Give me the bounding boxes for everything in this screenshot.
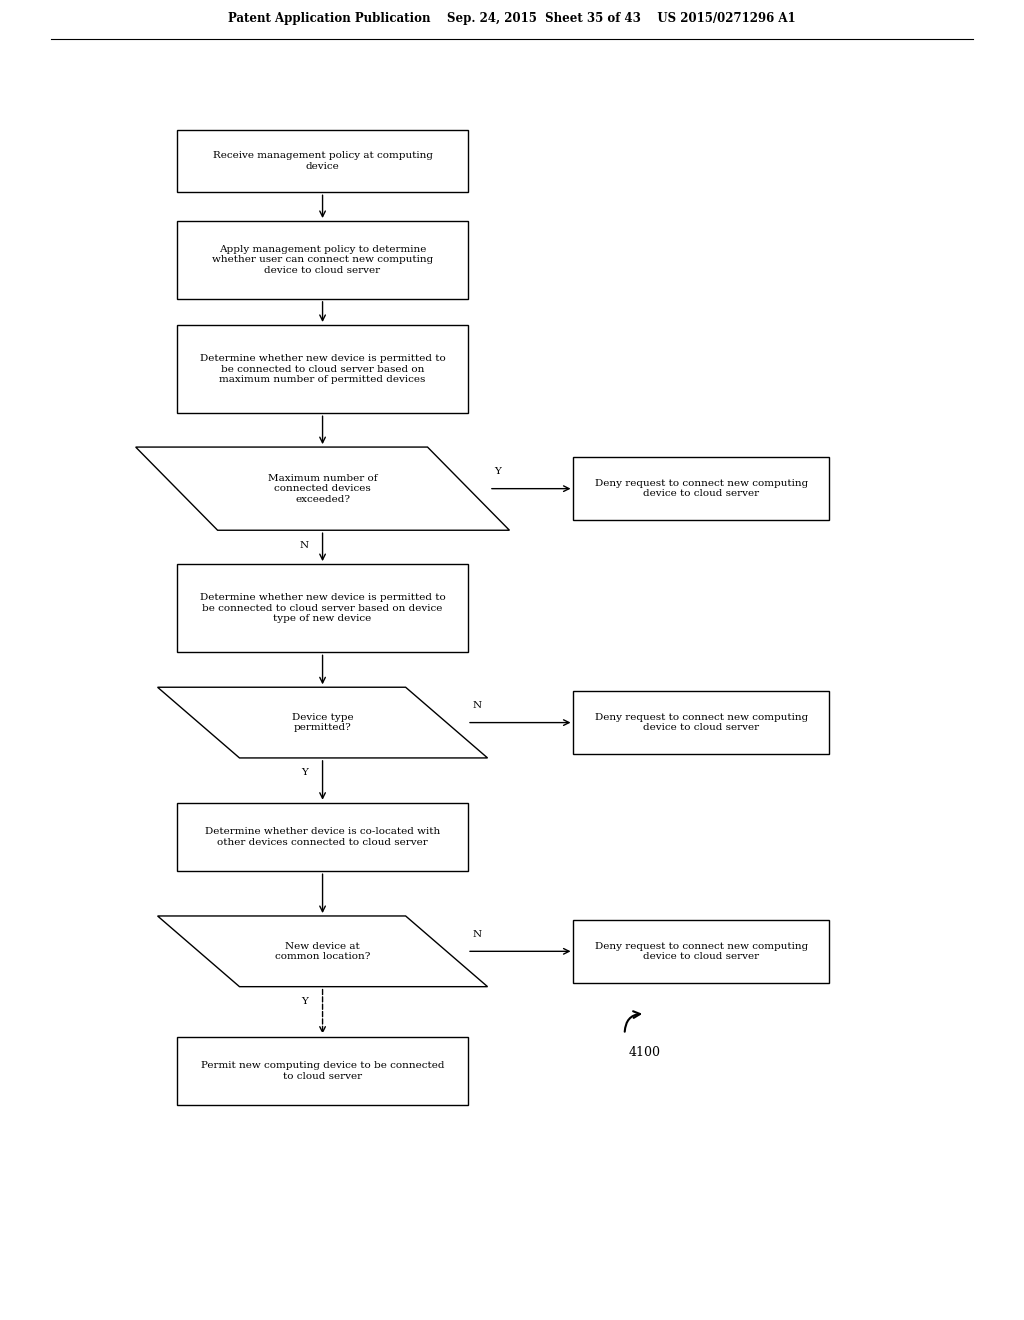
- Polygon shape: [158, 688, 487, 758]
- FancyBboxPatch shape: [177, 1036, 469, 1105]
- Text: Patent Application Publication    Sep. 24, 2015  Sheet 35 of 43    US 2015/02712: Patent Application Publication Sep. 24, …: [228, 12, 796, 25]
- Text: Y: Y: [301, 997, 307, 1006]
- FancyBboxPatch shape: [177, 129, 469, 193]
- FancyBboxPatch shape: [177, 803, 469, 871]
- Text: Determine whether new device is permitted to
be connected to cloud server based : Determine whether new device is permitte…: [200, 593, 445, 623]
- Text: Determine whether new device is permitted to
be connected to cloud server based : Determine whether new device is permitte…: [200, 354, 445, 384]
- Text: Deny request to connect new computing
device to cloud server: Deny request to connect new computing de…: [595, 479, 808, 499]
- Text: Permit new computing device to be connected
to cloud server: Permit new computing device to be connec…: [201, 1061, 444, 1081]
- FancyBboxPatch shape: [177, 325, 469, 413]
- FancyBboxPatch shape: [177, 564, 469, 652]
- Text: Apply management policy to determine
whether user can connect new computing
devi: Apply management policy to determine whe…: [212, 246, 433, 275]
- Text: N: N: [472, 929, 481, 939]
- Text: 4100: 4100: [629, 1045, 662, 1059]
- FancyBboxPatch shape: [177, 220, 469, 298]
- Text: Receive management policy at computing
device: Receive management policy at computing d…: [213, 152, 432, 170]
- Text: Deny request to connect new computing
device to cloud server: Deny request to connect new computing de…: [595, 941, 808, 961]
- Text: Deny request to connect new computing
device to cloud server: Deny request to connect new computing de…: [595, 713, 808, 733]
- Text: Maximum number of
connected devices
exceeded?: Maximum number of connected devices exce…: [268, 474, 377, 503]
- Text: New device at
common location?: New device at common location?: [274, 941, 371, 961]
- Text: Device type
permitted?: Device type permitted?: [292, 713, 353, 733]
- Text: N: N: [472, 701, 481, 710]
- Text: Y: Y: [301, 768, 307, 777]
- FancyBboxPatch shape: [573, 458, 829, 520]
- Polygon shape: [135, 447, 510, 531]
- Polygon shape: [158, 916, 487, 986]
- Text: Determine whether device is co-located with
other devices connected to cloud ser: Determine whether device is co-located w…: [205, 828, 440, 846]
- FancyBboxPatch shape: [573, 920, 829, 982]
- FancyBboxPatch shape: [573, 692, 829, 754]
- Text: Y: Y: [495, 467, 501, 477]
- Text: N: N: [300, 541, 308, 549]
